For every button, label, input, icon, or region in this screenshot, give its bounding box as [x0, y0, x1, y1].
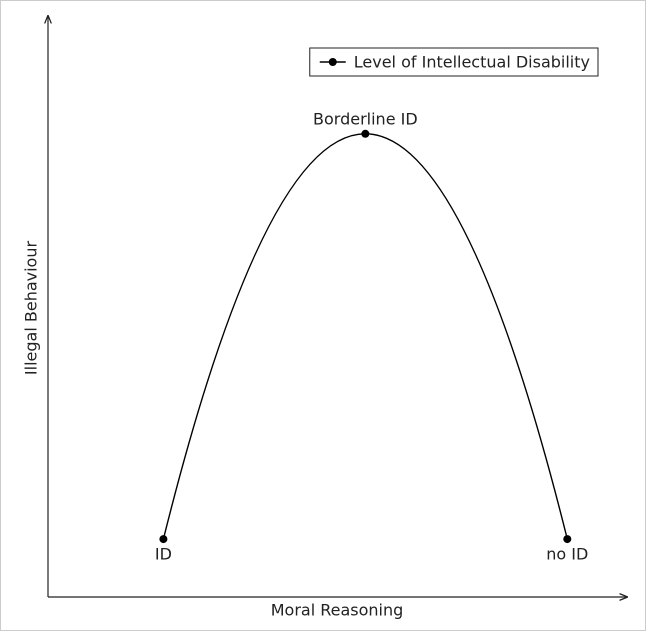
point: [361, 129, 370, 138]
legend-box: [309, 47, 599, 77]
legend-marker: [328, 58, 337, 66]
legend-label: Level of Intellectual Disability: [354, 53, 590, 72]
legend: Level of Intellectual Disability: [309, 47, 599, 77]
point: [563, 535, 572, 544]
y-axis-label: Illegal Behaviour: [22, 241, 41, 376]
curve: [162, 133, 568, 540]
point: [159, 535, 168, 544]
x-axis-label: Moral Reasoning: [271, 601, 404, 620]
point-label: Borderline ID: [313, 109, 418, 128]
point-label: no ID: [546, 545, 588, 564]
point-label: ID: [155, 545, 172, 564]
